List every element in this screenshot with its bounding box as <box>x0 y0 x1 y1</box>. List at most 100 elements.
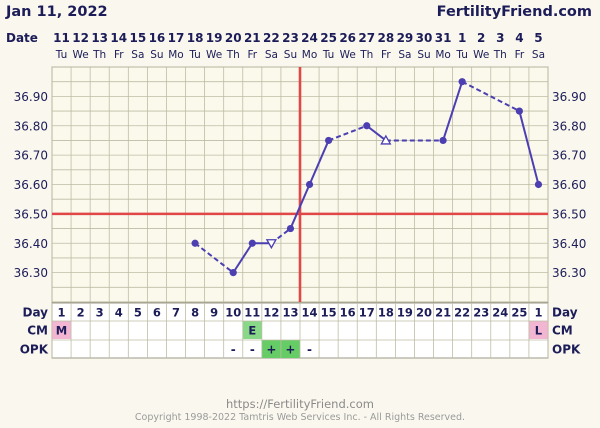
temperature-point <box>229 269 237 277</box>
y-tick-label-left: 36.30 <box>14 266 48 280</box>
cycle-day-number: 20 <box>416 306 432 320</box>
date-tick-label: 14 <box>110 31 127 45</box>
temperature-segment <box>442 81 464 141</box>
weekday-tick-label: Mo <box>435 49 450 61</box>
temperature-segment <box>308 140 330 185</box>
temperature-point <box>191 239 199 247</box>
weekday-tick-label: Th <box>493 49 507 61</box>
cycle-day-number: 16 <box>340 306 356 320</box>
cycle-day-number: 24 <box>492 306 508 320</box>
temperature-point <box>305 180 314 189</box>
cm-cell-highlight <box>52 321 72 339</box>
weekday-tick-label: Mo <box>302 49 317 61</box>
cycle-day-number: 18 <box>378 306 394 320</box>
cm-cell-highlight <box>528 321 548 339</box>
weekday-tick-label: We <box>206 49 222 61</box>
opk-row-label-left: OPK <box>20 343 49 357</box>
temperature-point <box>325 136 333 145</box>
cycle-day-number: 7 <box>172 306 180 320</box>
temperature-segment <box>232 242 254 274</box>
chart-date-title: Jan 11, 2022 <box>5 4 108 20</box>
opk-cell-value: - <box>250 343 255 357</box>
date-tick-label: 22 <box>263 31 280 45</box>
opk-cell-value: - <box>307 343 312 357</box>
day-row-label-left: Day <box>22 306 48 320</box>
date-tick-label: 29 <box>397 31 414 45</box>
date-tick-label: 1 <box>458 31 466 45</box>
cycle-day-number: 22 <box>454 306 470 320</box>
weekday-tick-label: Tu <box>188 49 200 61</box>
opk-cell-value: + <box>266 343 276 357</box>
weekday-tick-label: Th <box>92 49 106 61</box>
opk-cell-value: - <box>231 343 236 357</box>
cycle-day-number: 12 <box>263 306 279 320</box>
cycle-day-number: 4 <box>115 306 123 320</box>
date-tick-label: 4 <box>515 31 523 45</box>
cycle-day-number: 23 <box>473 306 489 320</box>
site-name: FertilityFriend.com <box>437 4 592 20</box>
date-tick-label: 5 <box>534 31 542 45</box>
cm-cell-value: E <box>248 324 256 338</box>
footer-copyright: Copyright 1998-2022 Tamtris Web Services… <box>135 412 465 423</box>
weekday-tick-label: Su <box>417 49 430 61</box>
temperature-segment <box>289 184 311 229</box>
date-tick-label: 24 <box>301 31 318 45</box>
opk-cell-highlight <box>261 340 281 358</box>
footer-url: https://FertilityFriend.com <box>226 397 374 411</box>
weekday-tick-label: Sa <box>398 49 411 61</box>
weekday-tick-label: We <box>72 49 88 61</box>
y-tick-label-left: 36.50 <box>14 207 48 221</box>
cycle-day-number: 17 <box>359 306 375 320</box>
date-tick-label: 31 <box>435 31 452 45</box>
cycle-day-number: 5 <box>134 306 142 320</box>
date-tick-label: 3 <box>496 31 504 45</box>
cm-cell-value: L <box>535 324 543 338</box>
opk-cell-highlight <box>280 340 300 358</box>
weekday-tick-label: Mo <box>168 49 183 61</box>
cycle-day-number: 8 <box>191 306 199 320</box>
cycle-day-number: 13 <box>282 306 298 320</box>
weekday-tick-label: Sa <box>131 49 144 61</box>
weekday-tick-label: Th <box>226 49 240 61</box>
date-tick-label: 25 <box>320 31 337 45</box>
y-tick-label-right: 36.30 <box>552 266 586 280</box>
cycle-day-number: 19 <box>397 306 413 320</box>
temperature-point <box>248 239 256 247</box>
cycle-day-number: 21 <box>435 306 451 320</box>
temperature-point <box>286 224 295 233</box>
date-tick-label: 20 <box>225 31 242 45</box>
cycle-day-number: 10 <box>225 306 241 320</box>
temperature-point <box>534 180 543 189</box>
y-tick-label-left: 36.90 <box>14 90 48 104</box>
date-tick-label: 16 <box>149 31 166 45</box>
axis-labels: 36.90 36.90 36.80 36.80 36.70 36.70 36.60 36.60… <box>14 31 587 280</box>
temperature-segment-dashed <box>328 124 368 142</box>
weekday-tick-label: Th <box>359 49 373 61</box>
date-tick-label: 12 <box>72 31 89 45</box>
weekday-tick-label: Sa <box>265 49 278 61</box>
temperature-segment <box>366 124 387 142</box>
weekday-tick-label: Su <box>284 49 297 61</box>
date-tick-label: 30 <box>416 31 433 45</box>
day-row-label-right: Day <box>552 306 578 320</box>
temperature-point <box>458 78 466 86</box>
cm-cell-value: M <box>56 324 67 338</box>
cycle-day-number: 15 <box>321 306 337 320</box>
cycle-day-number: 11 <box>244 306 260 320</box>
weekday-tick-label: Fr <box>381 49 391 61</box>
y-tick-label-right: 36.50 <box>552 207 586 221</box>
date-tick-label: 18 <box>187 31 204 45</box>
date-tick-label: 2 <box>477 31 485 45</box>
temperature-point <box>439 136 447 145</box>
cycle-day-number: 2 <box>77 306 85 320</box>
date-tick-label: 15 <box>129 31 146 45</box>
weekday-tick-label: We <box>473 49 489 61</box>
date-row-label: Date <box>6 31 38 45</box>
y-tick-label-left: 36.70 <box>14 149 48 163</box>
date-tick-label: 19 <box>206 31 223 45</box>
y-tick-label-right: 36.90 <box>552 90 586 104</box>
date-tick-label: 23 <box>282 31 299 45</box>
weekday-tick-label: Tu <box>55 49 67 61</box>
